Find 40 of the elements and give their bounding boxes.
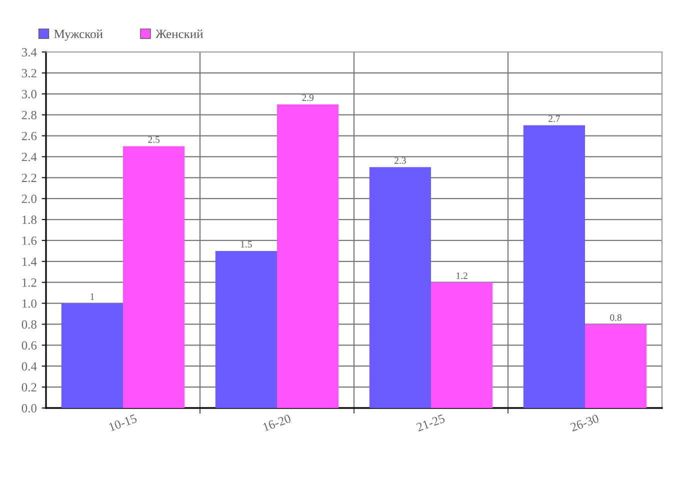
y-tick-label: 0.8 xyxy=(22,320,36,329)
y-tick-label: 1.4 xyxy=(22,257,37,266)
data-label: 1.5 xyxy=(240,241,252,248)
data-label: 1.2 xyxy=(456,272,468,280)
y-tick-label: 3.0 xyxy=(22,90,36,98)
y-tick-label: 1.0 xyxy=(22,299,36,308)
y-tick-label: 3.2 xyxy=(22,69,36,78)
y-tick-label: 1.6 xyxy=(22,236,37,245)
data-label: 2.9 xyxy=(302,94,314,102)
y-tick-label: 2.8 xyxy=(22,110,36,120)
y-tick-label: 3.4 xyxy=(22,48,37,57)
x-tick-label: 21-25 xyxy=(416,414,446,432)
y-tick-label: 1.2 xyxy=(22,278,36,287)
y-tick-label: 2.4 xyxy=(22,152,37,162)
y-tick-label: 0.6 xyxy=(22,341,37,350)
y-tick-label: 1.8 xyxy=(22,216,36,224)
y-tick-label: 2.2 xyxy=(22,174,36,182)
bar xyxy=(215,250,277,408)
data-label: 2.5 xyxy=(148,136,160,143)
y-tick-label: 0.4 xyxy=(22,362,37,371)
data-label: 2.3 xyxy=(394,157,406,164)
bar xyxy=(431,282,493,408)
bar xyxy=(277,104,339,408)
x-tick-label: 16-20 xyxy=(262,414,292,432)
bar xyxy=(585,324,647,408)
x-tick-label: 10-15 xyxy=(108,414,138,432)
legend-label: Женский xyxy=(155,29,203,38)
y-tick-label: 0.0 xyxy=(22,404,36,413)
data-label: 1 xyxy=(90,293,94,300)
y-tick-label: 2.6 xyxy=(22,132,37,140)
bar xyxy=(123,146,185,408)
data-label: 0.8 xyxy=(610,314,622,321)
y-tick-label: 0.2 xyxy=(22,383,36,392)
data-label: 2.7 xyxy=(548,115,560,122)
x-tick-label: 26-30 xyxy=(570,414,600,432)
bar xyxy=(369,167,431,408)
y-tick-label: 2.0 xyxy=(22,194,36,204)
bar xyxy=(523,125,585,408)
legend-label: Мужской xyxy=(54,29,103,41)
bar xyxy=(61,303,123,408)
